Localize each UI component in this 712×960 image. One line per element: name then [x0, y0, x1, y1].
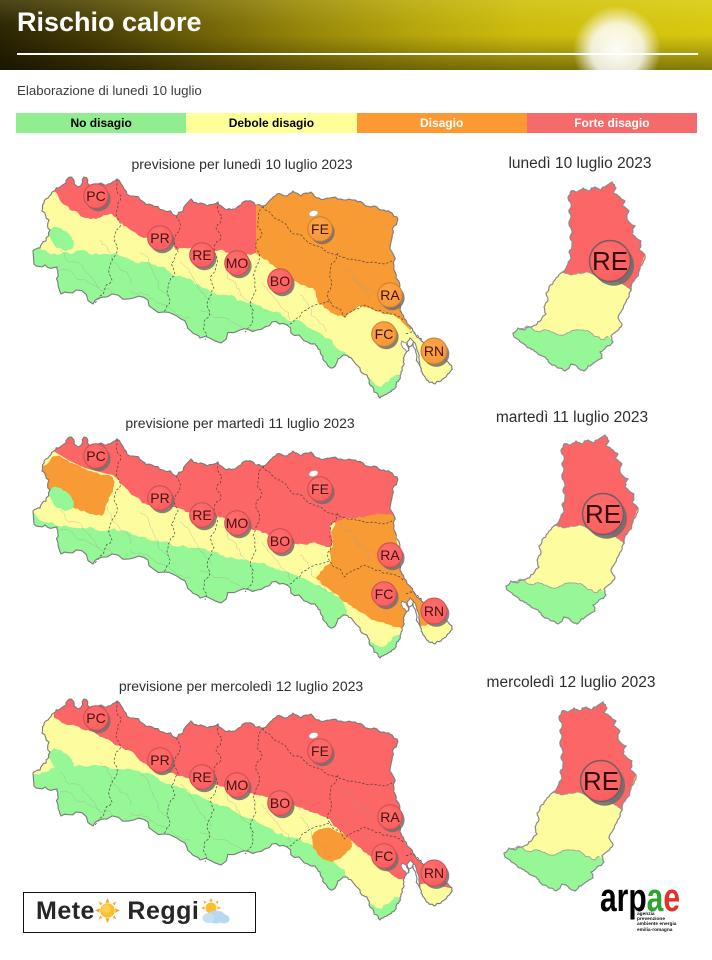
svg-text:RA: RA: [380, 809, 400, 825]
svg-text:RA: RA: [380, 547, 400, 563]
svg-text:BO: BO: [270, 533, 290, 549]
svg-text:RN: RN: [424, 343, 444, 359]
svg-text:MO: MO: [226, 777, 249, 793]
svg-text:FC: FC: [375, 586, 394, 602]
svg-text:MO: MO: [226, 255, 249, 271]
svg-text:PR: PR: [150, 752, 169, 768]
svg-text:RE: RE: [192, 247, 211, 263]
svg-text:PC: PC: [86, 710, 105, 726]
svg-text:PR: PR: [150, 230, 169, 246]
svg-text:FE: FE: [311, 743, 329, 759]
svg-text:FC: FC: [375, 326, 394, 342]
svg-text:MO: MO: [226, 515, 249, 531]
svg-text:RE: RE: [592, 246, 628, 276]
svg-text:BO: BO: [270, 273, 290, 289]
svg-text:PC: PC: [86, 448, 105, 464]
svg-text:RE: RE: [585, 499, 621, 529]
svg-text:BO: BO: [270, 795, 290, 811]
svg-text:arpae: arpae: [600, 880, 680, 920]
svg-text:RA: RA: [380, 287, 400, 303]
svg-text:RE: RE: [583, 766, 619, 796]
svg-text:RE: RE: [192, 507, 211, 523]
svg-text:FC: FC: [375, 848, 394, 864]
svg-text:FE: FE: [311, 481, 329, 497]
svg-text:FE: FE: [311, 221, 329, 237]
svg-text:PR: PR: [150, 490, 169, 506]
svg-text:RN: RN: [424, 865, 444, 881]
svg-text:PC: PC: [86, 188, 105, 204]
svg-text:RN: RN: [424, 603, 444, 619]
svg-text:RE: RE: [192, 769, 211, 785]
